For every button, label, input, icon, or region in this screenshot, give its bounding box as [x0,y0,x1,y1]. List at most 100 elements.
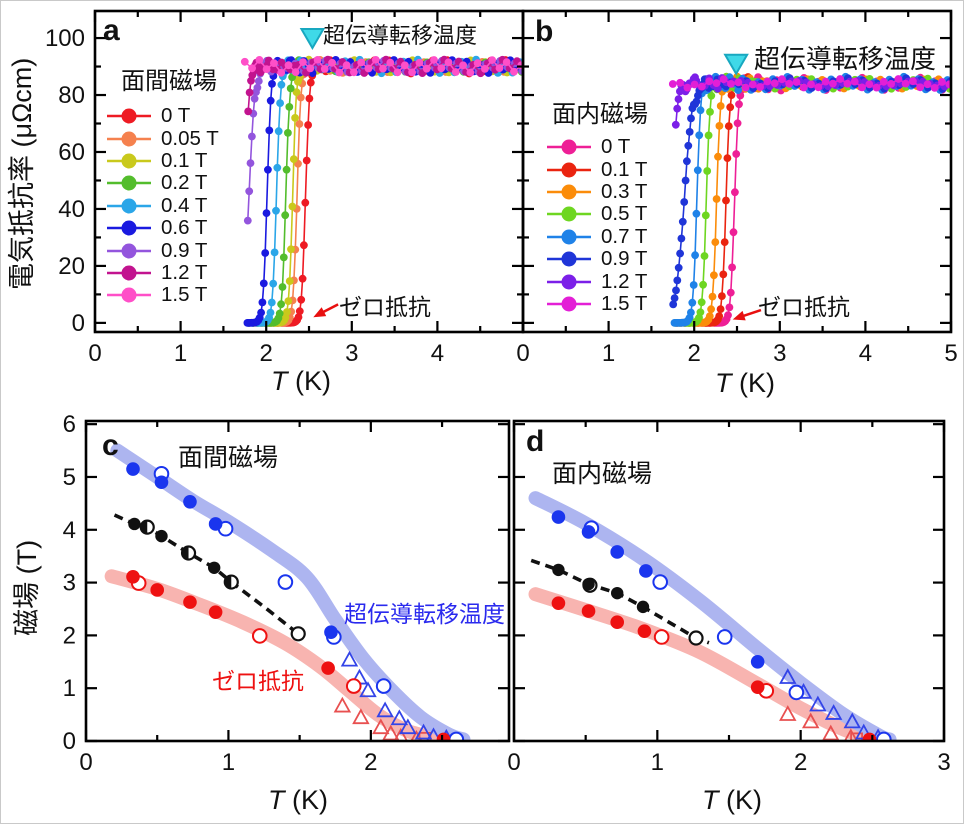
svg-text:1: 1 [63,675,76,702]
svg-text:0: 0 [507,749,520,776]
legend-item-label: 0.05 T [161,126,219,150]
zero-resistance-annotation-a: ゼロ抵抗 [339,294,431,320]
svg-text:1: 1 [174,340,187,367]
svg-text:2: 2 [794,749,807,776]
svg-text:1: 1 [222,749,235,776]
series-a-0.05T [245,56,522,327]
series-a-1.5T [240,56,522,77]
series-b-0.3T [672,72,950,327]
legend-item: 0.1 T [105,148,219,172]
legend-title-a: 面間磁場 [121,68,217,95]
svg-text:40: 40 [58,196,85,223]
tick-labels-d: 0 1 2 3 [507,749,950,776]
legend-marker-icon [107,131,151,147]
svg-text:80: 80 [58,82,85,109]
x-axis-unit-a: (K) [287,366,331,396]
sc-transition-annotation-b: 超伝導転移温度 [754,44,937,74]
legend-item: 0 T [545,135,647,159]
legend-item: 1.2 T [105,261,219,284]
legend-marker-icon [107,198,151,214]
x-axis-label-d: T (K) [682,785,782,816]
svg-text:4: 4 [63,517,76,544]
legend-item-label: 1.5 T [161,283,208,307]
svg-text:2: 2 [260,340,273,367]
scatter-c [104,443,471,740]
legend-item-label: 0 T [601,135,631,159]
legend-marker-icon [107,175,151,191]
x-axis-label-c: T (K) [248,785,348,816]
legend-item: 0.5 T [545,202,648,226]
svg-text:1: 1 [651,749,664,776]
svg-text:0: 0 [88,340,101,367]
svg-text:5: 5 [63,464,76,491]
svg-text:3: 3 [773,340,786,367]
legend-item: 1.5 T [545,291,648,315]
legend-item-label: 0.6 T [161,216,208,240]
scatter-series [333,696,422,740]
legend-item: 0.7 T [545,225,647,248]
legend-marker-icon [547,251,591,267]
panel-title-c: 面間磁場 [178,444,279,472]
series-b-1.5T [668,75,950,92]
curves-a [240,55,522,327]
svg-text:3: 3 [937,749,950,776]
legend-item-label: 1.2 T [601,269,648,293]
x-axis-symbol-c: T [268,785,285,815]
svg-text:0: 0 [72,310,85,337]
panel-title-d: 面内磁場 [552,460,653,488]
x-axis-symbol-b: T [715,368,732,398]
svg-text:2: 2 [63,622,76,649]
x-axis-unit-d: (K) [718,785,762,815]
svg-text:20: 20 [58,253,85,280]
legend-item-label: 1.5 T [601,291,648,315]
legend-item-label: 0.9 T [601,247,648,271]
svg-text:4: 4 [431,340,444,367]
legend-item-label: 0.9 T [161,238,208,262]
black-points-c [128,517,306,642]
svg-text:4: 4 [859,340,872,367]
panel-letter-b: b [535,15,554,48]
scatter-d [528,491,897,740]
legend-item-label: 0.2 T [161,171,208,195]
legend-marker-icon [547,184,591,200]
scatter-series [130,575,362,694]
zero-resistance-arrow-icon-a [313,303,339,318]
legend-item-label: 0.1 T [161,148,208,172]
legend-item-label: 0.1 T [601,157,648,181]
tick-labels-c: 0 1 2 0 1 2 3 4 5 6 [63,411,378,776]
scatter-series [653,629,775,699]
svg-text:2: 2 [688,340,701,367]
legend-item: 0.3 T [545,179,648,203]
legend-item: 0 T [105,104,219,127]
svg-text:0: 0 [79,749,92,776]
svg-text:100: 100 [45,25,85,52]
legend-marker-icon [107,287,151,303]
panel-letter-d: d [526,425,545,458]
legend-item: 0.6 T [105,216,219,240]
svg-text:0: 0 [516,340,529,367]
panel-letter-c: c [102,429,119,462]
series-a-0.1T [245,55,522,327]
legend-item: 0.9 T [105,238,219,262]
legend-marker-icon [107,220,151,236]
svg-text:2: 2 [364,749,377,776]
axes-c [84,419,511,743]
legend-item: 0.4 T [105,194,219,217]
legend-item-label: 0.3 T [601,179,648,203]
legend-item-label: 0.5 T [601,202,648,226]
legend-item: 0.2 T [105,171,219,195]
scatter-series [126,462,338,640]
legend-marker-icon [107,108,151,124]
legend-marker-icon [547,274,591,290]
scatter-series [126,569,451,740]
series-a-0.2T [245,56,522,327]
y-axis-label-resistivity: 電気抵抗率 (μΩcm) [7,57,38,290]
tc-marker-icon-a [299,28,326,51]
axes-d [512,419,946,743]
y-axis-label-field: 磁場 (T) [12,539,43,636]
legend-item: 0.9 T [545,247,648,271]
